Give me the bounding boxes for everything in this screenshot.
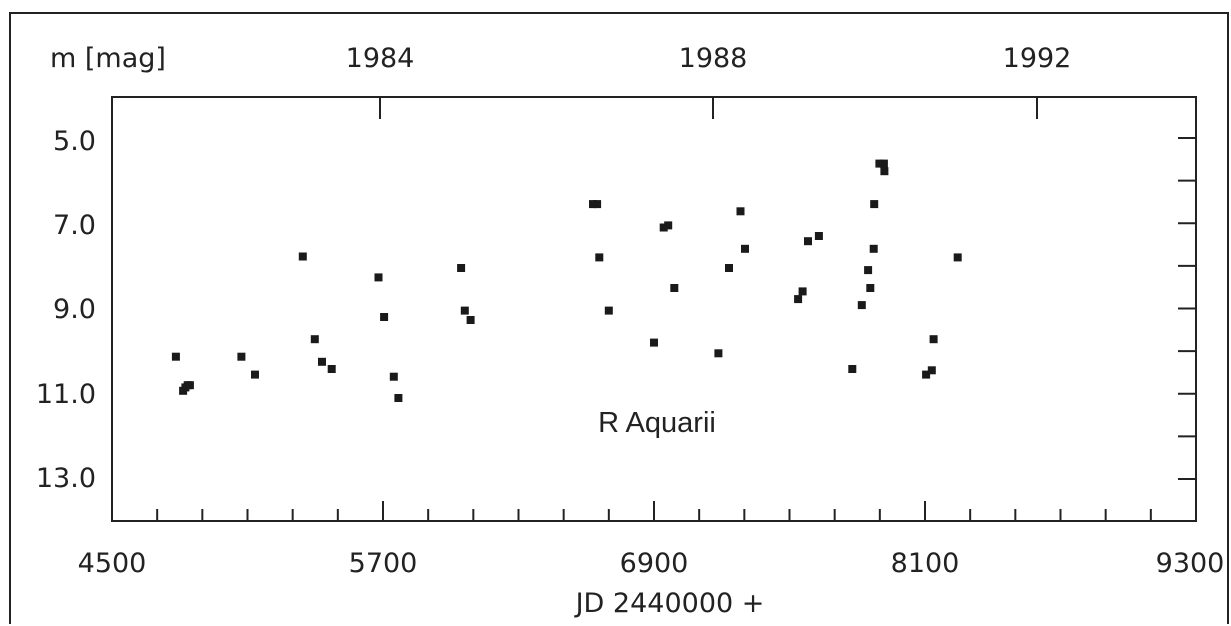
data-point [237, 352, 246, 361]
data-point [318, 357, 326, 366]
top-tick-label: 1984 [346, 43, 415, 74]
data-point [798, 287, 807, 296]
data-point [374, 273, 383, 282]
top-tick-label: 1992 [1003, 43, 1072, 74]
data-point [953, 253, 962, 262]
data-point [880, 167, 889, 176]
data-point [589, 200, 597, 209]
data-point [804, 237, 812, 246]
data-point [664, 221, 673, 230]
data-point [879, 159, 888, 168]
data-point [875, 159, 884, 168]
data-point [857, 301, 866, 310]
y-tick-label: 13.0 [36, 463, 96, 494]
data-point [794, 295, 803, 304]
data-point [869, 244, 878, 253]
data-point [848, 365, 857, 373]
data-point [714, 349, 723, 358]
data-point [922, 370, 931, 379]
y-tick-label: 11.0 [36, 379, 96, 410]
y-tick-label: 7.0 [53, 210, 96, 241]
data-point [251, 370, 259, 379]
data-point [394, 394, 403, 402]
data-point [870, 200, 879, 209]
x-tick-label: 4500 [78, 548, 147, 579]
data-point [466, 316, 475, 324]
data-point [298, 252, 307, 261]
y-axis-label: m [mag] [50, 43, 166, 74]
data-point [310, 335, 319, 344]
y-tick-label: 5.0 [53, 126, 96, 157]
data-point [814, 232, 823, 240]
data-point [171, 352, 180, 361]
data-point [460, 306, 469, 315]
data-point [593, 200, 602, 209]
data-point [457, 264, 466, 272]
x-tick-label: 6900 [620, 548, 689, 579]
data-point [864, 266, 873, 275]
data-point [650, 338, 658, 347]
data-point [380, 313, 389, 321]
data-point [741, 244, 749, 253]
top-tick-label: 1988 [679, 43, 748, 74]
chart-frame [9, 12, 1229, 624]
chart-title: R Aquarii [598, 407, 716, 439]
x-axis-label: JD 2440000 + [574, 588, 765, 619]
data-point [389, 372, 398, 381]
x-tick-label: 9300 [1156, 548, 1225, 579]
plot-area [111, 96, 1197, 522]
data-point [659, 223, 668, 232]
data-point [604, 306, 613, 315]
y-tick-label: 9.0 [53, 294, 96, 325]
data-point [736, 207, 745, 216]
data-point [185, 381, 194, 390]
data-point [327, 365, 336, 373]
x-tick-label: 8100 [891, 548, 960, 579]
data-point [670, 284, 679, 292]
data-point [866, 284, 875, 292]
data-point [929, 335, 938, 344]
data-point [595, 253, 604, 262]
data-point [725, 264, 733, 272]
x-tick-label: 5700 [349, 548, 418, 579]
data-point [927, 366, 936, 375]
